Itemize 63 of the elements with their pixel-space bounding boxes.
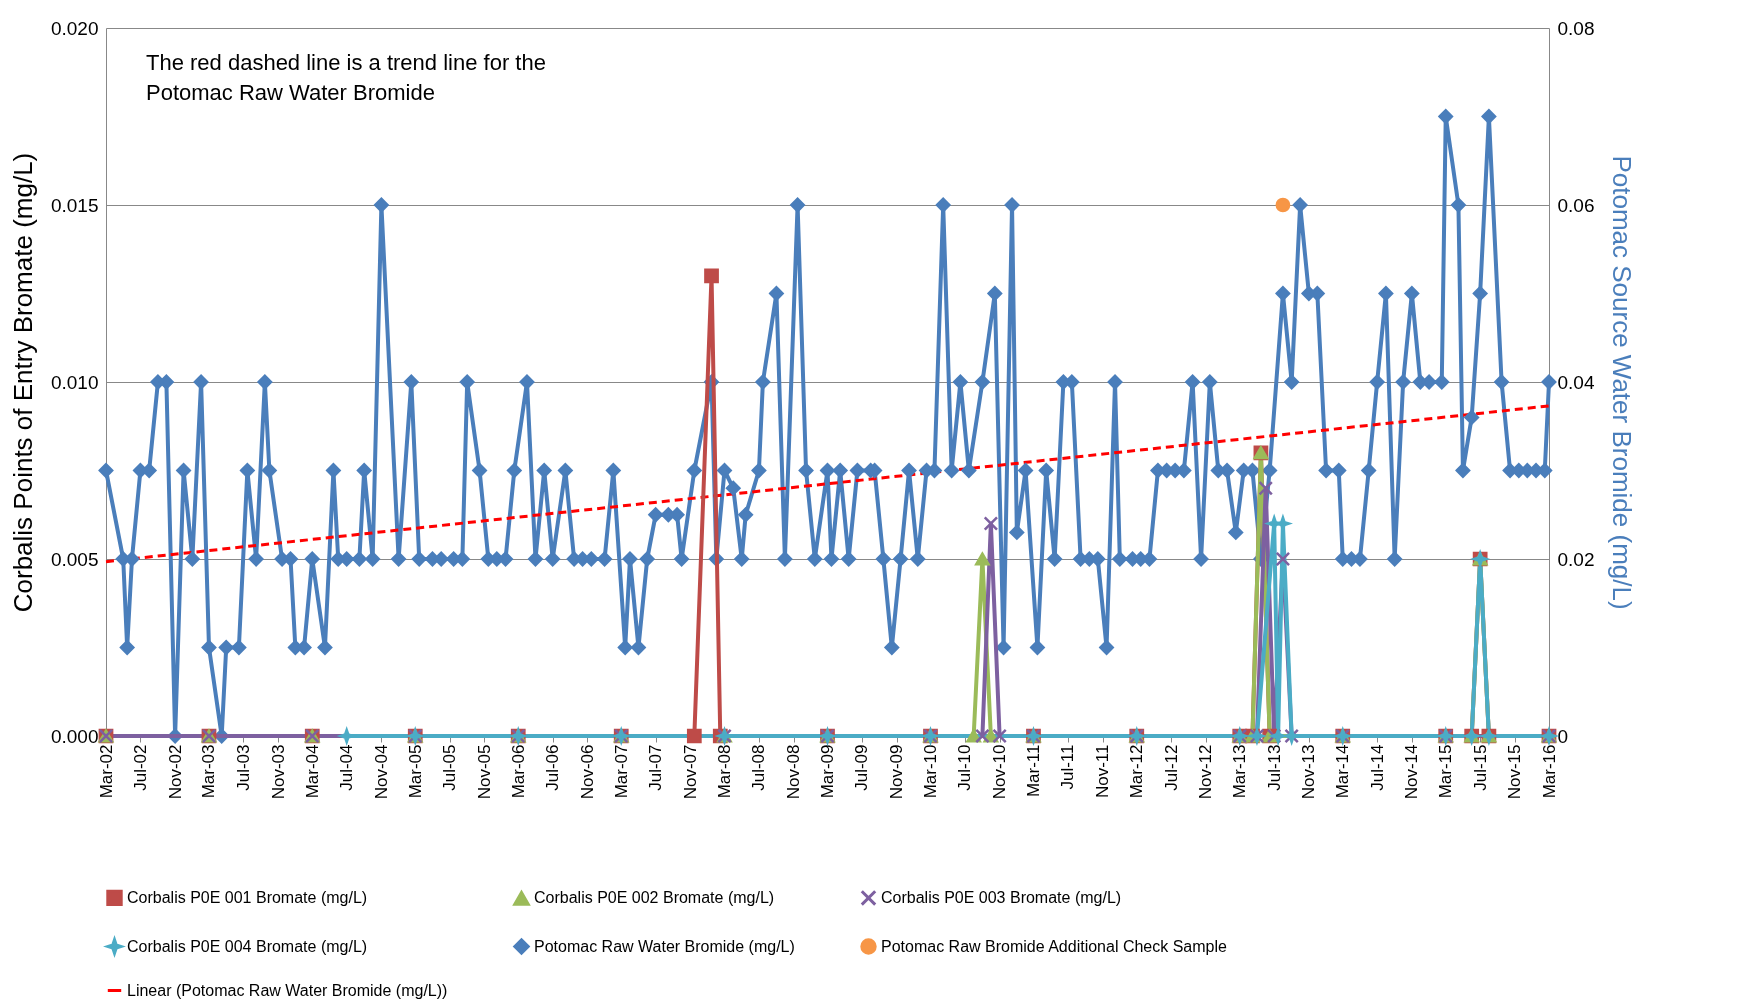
x-tick-label: Mar-15 — [1436, 744, 1456, 799]
y-axis-title: Corbalis Points of Entry Bromate (mg/L) — [7, 152, 38, 613]
x-tick-label: Nov-04 — [371, 744, 391, 800]
legend-label: Corbalis P0E 002 Bromate (mg/L) — [534, 889, 775, 907]
x-tick-label: Nov-05 — [474, 744, 494, 800]
legend-label: Corbalis P0E 001 Bromate (mg/L) — [127, 888, 368, 906]
x-tick-label: Nov-09 — [887, 744, 907, 800]
x-tick-label: Mar-16 — [1539, 744, 1559, 799]
x-tick-label: Nov-14 — [1402, 744, 1422, 800]
x-tick-label: Jul-04 — [337, 744, 357, 791]
legend-label: Corbalis P0E 004 Bromate (mg/L) — [127, 937, 368, 955]
x-tick-label: Nov-07 — [680, 744, 700, 800]
y2-tick-label: 0.06 — [1557, 194, 1595, 216]
x-tick-label: Jul-12 — [1161, 744, 1181, 791]
x-tick-label: Mar-11 — [1023, 744, 1043, 798]
y-tick-label: 0.000 — [50, 725, 99, 747]
x-tick-label: Jul-06 — [543, 744, 563, 791]
x-tick-label: Mar-10 — [920, 744, 940, 799]
x-tick-label: Jul-10 — [955, 744, 975, 791]
legend-label: Corbalis P0E 003 Bromate (mg/L) — [881, 888, 1122, 906]
annotation: The red dashed line is a trend line for the Potomac Raw Water Bromide — [146, 50, 546, 105]
y-tick-label: 0.015 — [50, 194, 99, 216]
y2-tick-label: 0.04 — [1557, 371, 1595, 393]
x-tick-label: Mar-12 — [1127, 744, 1147, 799]
y2-tick-label: 0 — [1557, 725, 1569, 747]
x-tick-label: Mar-08 — [715, 744, 735, 799]
x-tick-label: Mar-05 — [405, 744, 425, 799]
x-tick-label: Nov-13 — [1299, 744, 1319, 800]
y2-tick-label: 0.02 — [1557, 548, 1595, 570]
x-tick-label: Mar-14 — [1333, 744, 1353, 799]
x-tick-label: Jul-11 — [1058, 744, 1078, 790]
legend-label: Potomac Raw Bromide Additional Check Sample — [881, 937, 1228, 955]
x-tick-label: Mar-06 — [508, 744, 528, 799]
x-tick-label: Nov-03 — [268, 744, 288, 800]
legend-label: Potomac Raw Water Bromide (mg/L) — [534, 937, 795, 955]
x-tick-label: Mar-09 — [818, 744, 837, 799]
y2-tick-label: 0.08 — [1557, 17, 1595, 39]
x-tick-label: Nov-10 — [990, 744, 1010, 800]
x-tick-label: Nov-15 — [1505, 744, 1525, 800]
x-tick-label: Mar-03 — [199, 744, 219, 799]
y-tick-label: 0.010 — [50, 371, 99, 393]
x-tick-label: Jul-07 — [646, 744, 666, 791]
x-tick-label: Nov-11 — [1093, 744, 1113, 799]
y2-axis-title: Potomac Source Water Bromide (mg/L) — [1607, 155, 1638, 610]
x-tick-label: Nov-08 — [784, 744, 804, 800]
y-tick-label: 0.020 — [50, 17, 99, 39]
x-tick-label: Jul-09 — [852, 744, 872, 791]
x-tick-label: Nov-06 — [577, 744, 597, 800]
x-tick-label: Mar-07 — [611, 744, 631, 799]
x-tick-label: Jul-15 — [1470, 744, 1490, 791]
x-tick-label: Nov-02 — [165, 744, 185, 800]
x-tick-label: Mar-13 — [1230, 744, 1250, 799]
x-tick-label: Mar-02 — [96, 744, 116, 799]
x-tick-label: Jul-13 — [1264, 744, 1284, 791]
x-tick-label: Jul-03 — [233, 744, 253, 791]
legend-label: Linear (Potomac Raw Water Bromide (mg/L)) — [127, 981, 448, 999]
y-tick-label: 0.005 — [50, 548, 99, 570]
x-tick-label: Jul-14 — [1367, 744, 1387, 791]
x-tick-label: Nov-12 — [1196, 744, 1216, 800]
x-tick-label: Jul-05 — [440, 744, 460, 791]
x-tick-label: Jul-02 — [130, 744, 150, 791]
x-tick-label: Mar-04 — [302, 744, 322, 799]
x-tick-label: Jul-08 — [749, 744, 769, 791]
